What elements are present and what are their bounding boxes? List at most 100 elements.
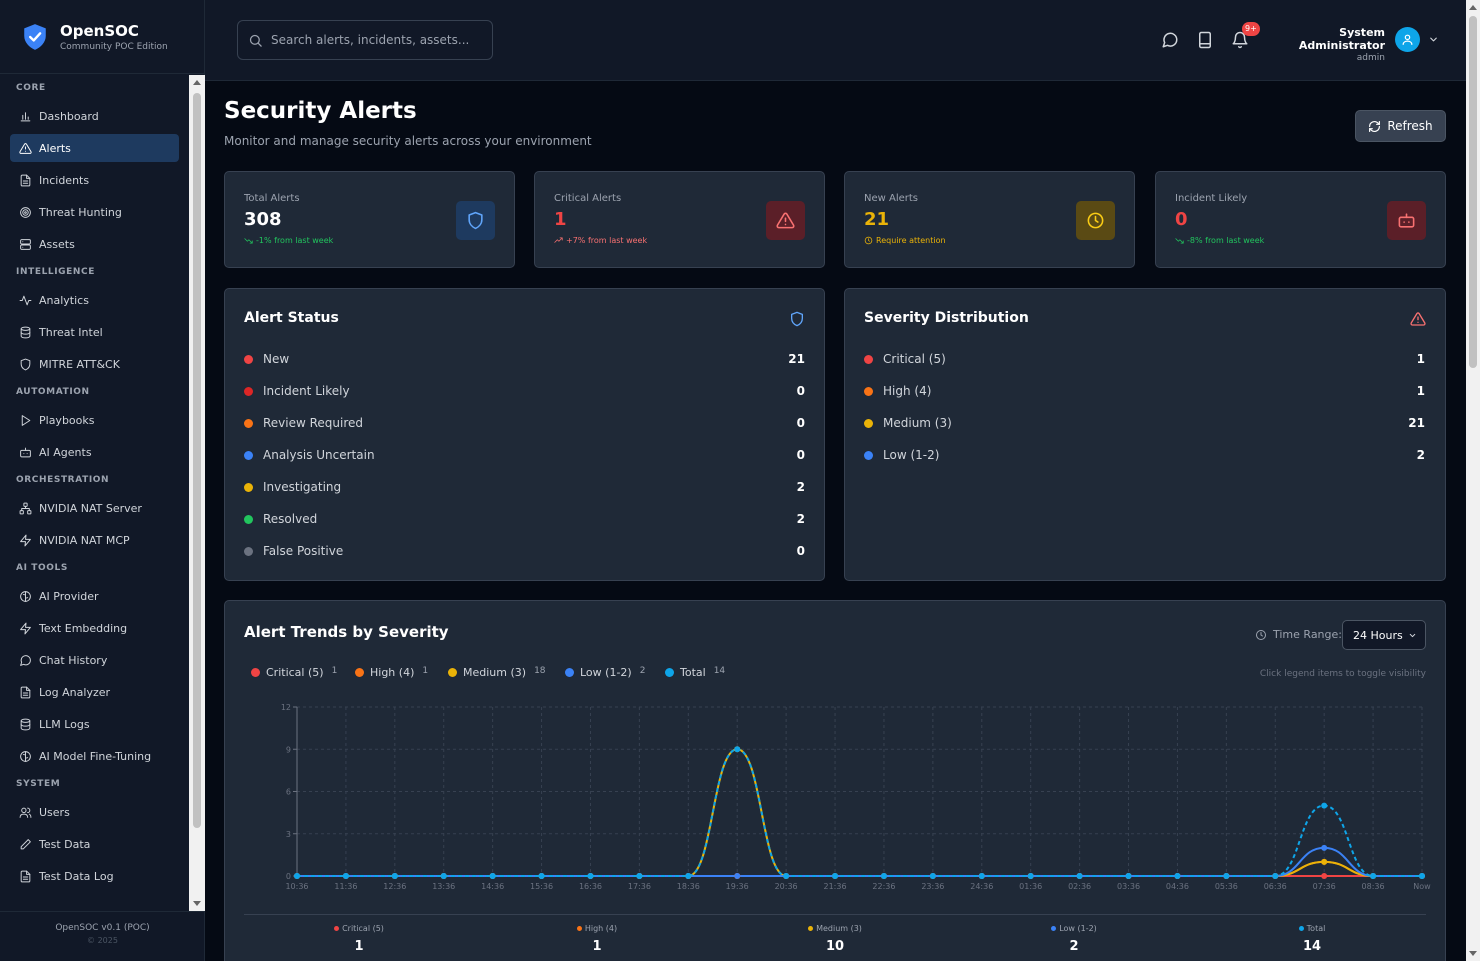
alert_status-row[interactable]: Incident Likely: [244, 382, 350, 400]
time-range-value: 24 Hours: [1353, 628, 1403, 642]
severity-row[interactable]: High (4): [864, 382, 931, 400]
data-point: [1272, 873, 1279, 879]
summary-dot: [334, 926, 340, 931]
sidebar-item-incidents[interactable]: Incidents: [10, 166, 179, 194]
sidebar-item-alerts[interactable]: Alerts: [10, 134, 179, 162]
avatar[interactable]: [1395, 27, 1420, 52]
alert_status-row[interactable]: Investigating: [244, 478, 341, 496]
bell-icon[interactable]: [1231, 31, 1249, 49]
alert_status-row-value: 0: [796, 448, 805, 462]
chevron-down-icon[interactable]: [1428, 34, 1439, 45]
trend-down-icon: [244, 238, 253, 244]
alert_status-row[interactable]: Analysis Uncertain: [244, 446, 375, 464]
data-point: [538, 873, 545, 879]
bar-chart-icon: [20, 111, 31, 121]
status-dot: [864, 450, 873, 460]
alert_status-row[interactable]: New: [244, 350, 289, 368]
stat-card-new-alerts: New Alerts 21 Require attention: [844, 171, 1135, 268]
brand[interactable]: OpenSOC Community POC Edition: [0, 0, 204, 74]
y-tick-label: 9: [286, 745, 291, 754]
legend-count: 1: [331, 665, 338, 676]
trends-title: Alert Trends by Severity: [244, 623, 449, 641]
legend-item-critical-5[interactable]: Critical (5) 1: [251, 666, 337, 679]
x-tick-label: 03:36: [1117, 882, 1140, 891]
sidebar-item-ai-provider[interactable]: AI Provider: [10, 582, 179, 610]
stat-label: New Alerts: [864, 193, 919, 204]
page-scrollbar[interactable]: [1466, 0, 1480, 961]
stat-change: -8% from last week: [1175, 236, 1264, 245]
data-point: [391, 873, 398, 879]
time-range-select[interactable]: 24 Hours: [1342, 620, 1426, 650]
data-point: [294, 873, 300, 879]
alert_status-row[interactable]: False Positive: [244, 542, 343, 560]
severity-row[interactable]: Critical (5): [864, 350, 946, 368]
legend-dot: [448, 668, 457, 677]
severity-row-value: 21: [1408, 416, 1425, 430]
refresh-button[interactable]: Refresh: [1355, 110, 1446, 142]
alert_status-row[interactable]: Resolved: [244, 510, 317, 528]
sidebar-item-test-data[interactable]: Test Data: [10, 830, 179, 858]
sidebar-item-label: Text Embedding: [39, 621, 128, 635]
x-tick-label: 23:36: [921, 882, 944, 891]
alert_status-row[interactable]: Review Required: [244, 414, 363, 432]
severity-row-label: High (4): [883, 384, 932, 398]
chat-icon[interactable]: [1161, 31, 1179, 49]
severity-row-value: 1: [1416, 352, 1425, 366]
sidebar-item-test-data-log[interactable]: Test Data Log: [10, 862, 179, 890]
stat-value: 308: [244, 209, 282, 230]
x-tick-label: 08:36: [1362, 882, 1385, 891]
data-point: [440, 873, 447, 879]
sidebar-item-label: Threat Intel: [39, 325, 103, 339]
shield-check-icon: [24, 23, 46, 50]
alert_status-row-label: Resolved: [263, 512, 318, 526]
sidebar-item-chat-history[interactable]: Chat History: [10, 646, 179, 674]
sidebar-footer: OpenSOC v0.1 (POC) © 2025: [0, 911, 205, 961]
stat-card-incident-likely: Incident Likely 0 -8% from last week: [1155, 171, 1446, 268]
sidebar-scrollbar[interactable]: [189, 75, 205, 911]
sidebar-item-nvidia-nat-mcp[interactable]: NVIDIA NAT MCP: [10, 526, 179, 554]
legend-item-medium-3[interactable]: Medium (3) 18: [448, 666, 546, 679]
sidebar-item-threat-hunting[interactable]: Threat Hunting: [10, 198, 179, 226]
y-tick-label: 0: [286, 872, 291, 881]
data-point: [1321, 873, 1328, 879]
clock-icon: [1256, 629, 1266, 640]
sidebar-item-label: MITRE ATT&CK: [39, 357, 120, 371]
sidebar-item-playbooks[interactable]: Playbooks: [10, 406, 179, 434]
status-dot: [244, 514, 253, 524]
sidebar-item-assets[interactable]: Assets: [10, 230, 179, 258]
search-box[interactable]: [237, 20, 493, 60]
severity-row[interactable]: Low (1-2): [864, 446, 939, 464]
alert_status-row-value: 0: [796, 416, 805, 430]
sidebar-item-users[interactable]: Users: [10, 798, 179, 826]
zap-icon: [20, 534, 31, 546]
sidebar-item-text-embedding[interactable]: Text Embedding: [10, 614, 179, 642]
user-info[interactable]: System Administrator admin: [1265, 26, 1385, 63]
sidebar-item-dashboard[interactable]: Dashboard: [10, 102, 179, 130]
sidebar-item-threat-intel[interactable]: Threat Intel: [10, 318, 179, 346]
legend-item-high-4[interactable]: High (4) 1: [355, 666, 428, 679]
sidebar-item-log-analyzer[interactable]: Log Analyzer: [10, 678, 179, 706]
legend-label: Medium (3): [463, 666, 527, 679]
x-tick-label: 13:36: [432, 882, 455, 891]
sidebar-item-label: Alerts: [39, 141, 71, 155]
status-dot: [864, 354, 873, 364]
status-dot: [244, 546, 253, 556]
legend-item-low-1-2[interactable]: Low (1-2) 2: [565, 666, 645, 679]
sidebar-item-mitre-att-ck[interactable]: MITRE ATT&CK: [10, 350, 179, 378]
trend-up-icon: [554, 237, 563, 243]
sidebar-item-llm-logs[interactable]: LLM Logs: [10, 710, 179, 738]
search-input[interactable]: [271, 33, 481, 47]
tablet-icon[interactable]: [1196, 31, 1214, 49]
sidebar-item-label: Users: [39, 805, 70, 819]
summary-dot: [576, 926, 582, 931]
sidebar-item-label: AI Model Fine-Tuning: [39, 749, 152, 763]
sidebar-item-nvidia-nat-server[interactable]: NVIDIA NAT Server: [10, 494, 179, 522]
summary-value: 2: [1069, 939, 1079, 954]
legend-item-total[interactable]: Total 14: [665, 666, 725, 679]
sidebar-item-ai-model-fine-tuning[interactable]: AI Model Fine-Tuning: [10, 742, 179, 770]
sidebar-item-ai-agents[interactable]: AI Agents: [10, 438, 179, 466]
alert_status-row-label: False Positive: [263, 544, 344, 558]
brain-icon: [20, 590, 31, 602]
sidebar-item-analytics[interactable]: Analytics: [10, 286, 179, 314]
severity-row[interactable]: Medium (3): [864, 414, 952, 432]
